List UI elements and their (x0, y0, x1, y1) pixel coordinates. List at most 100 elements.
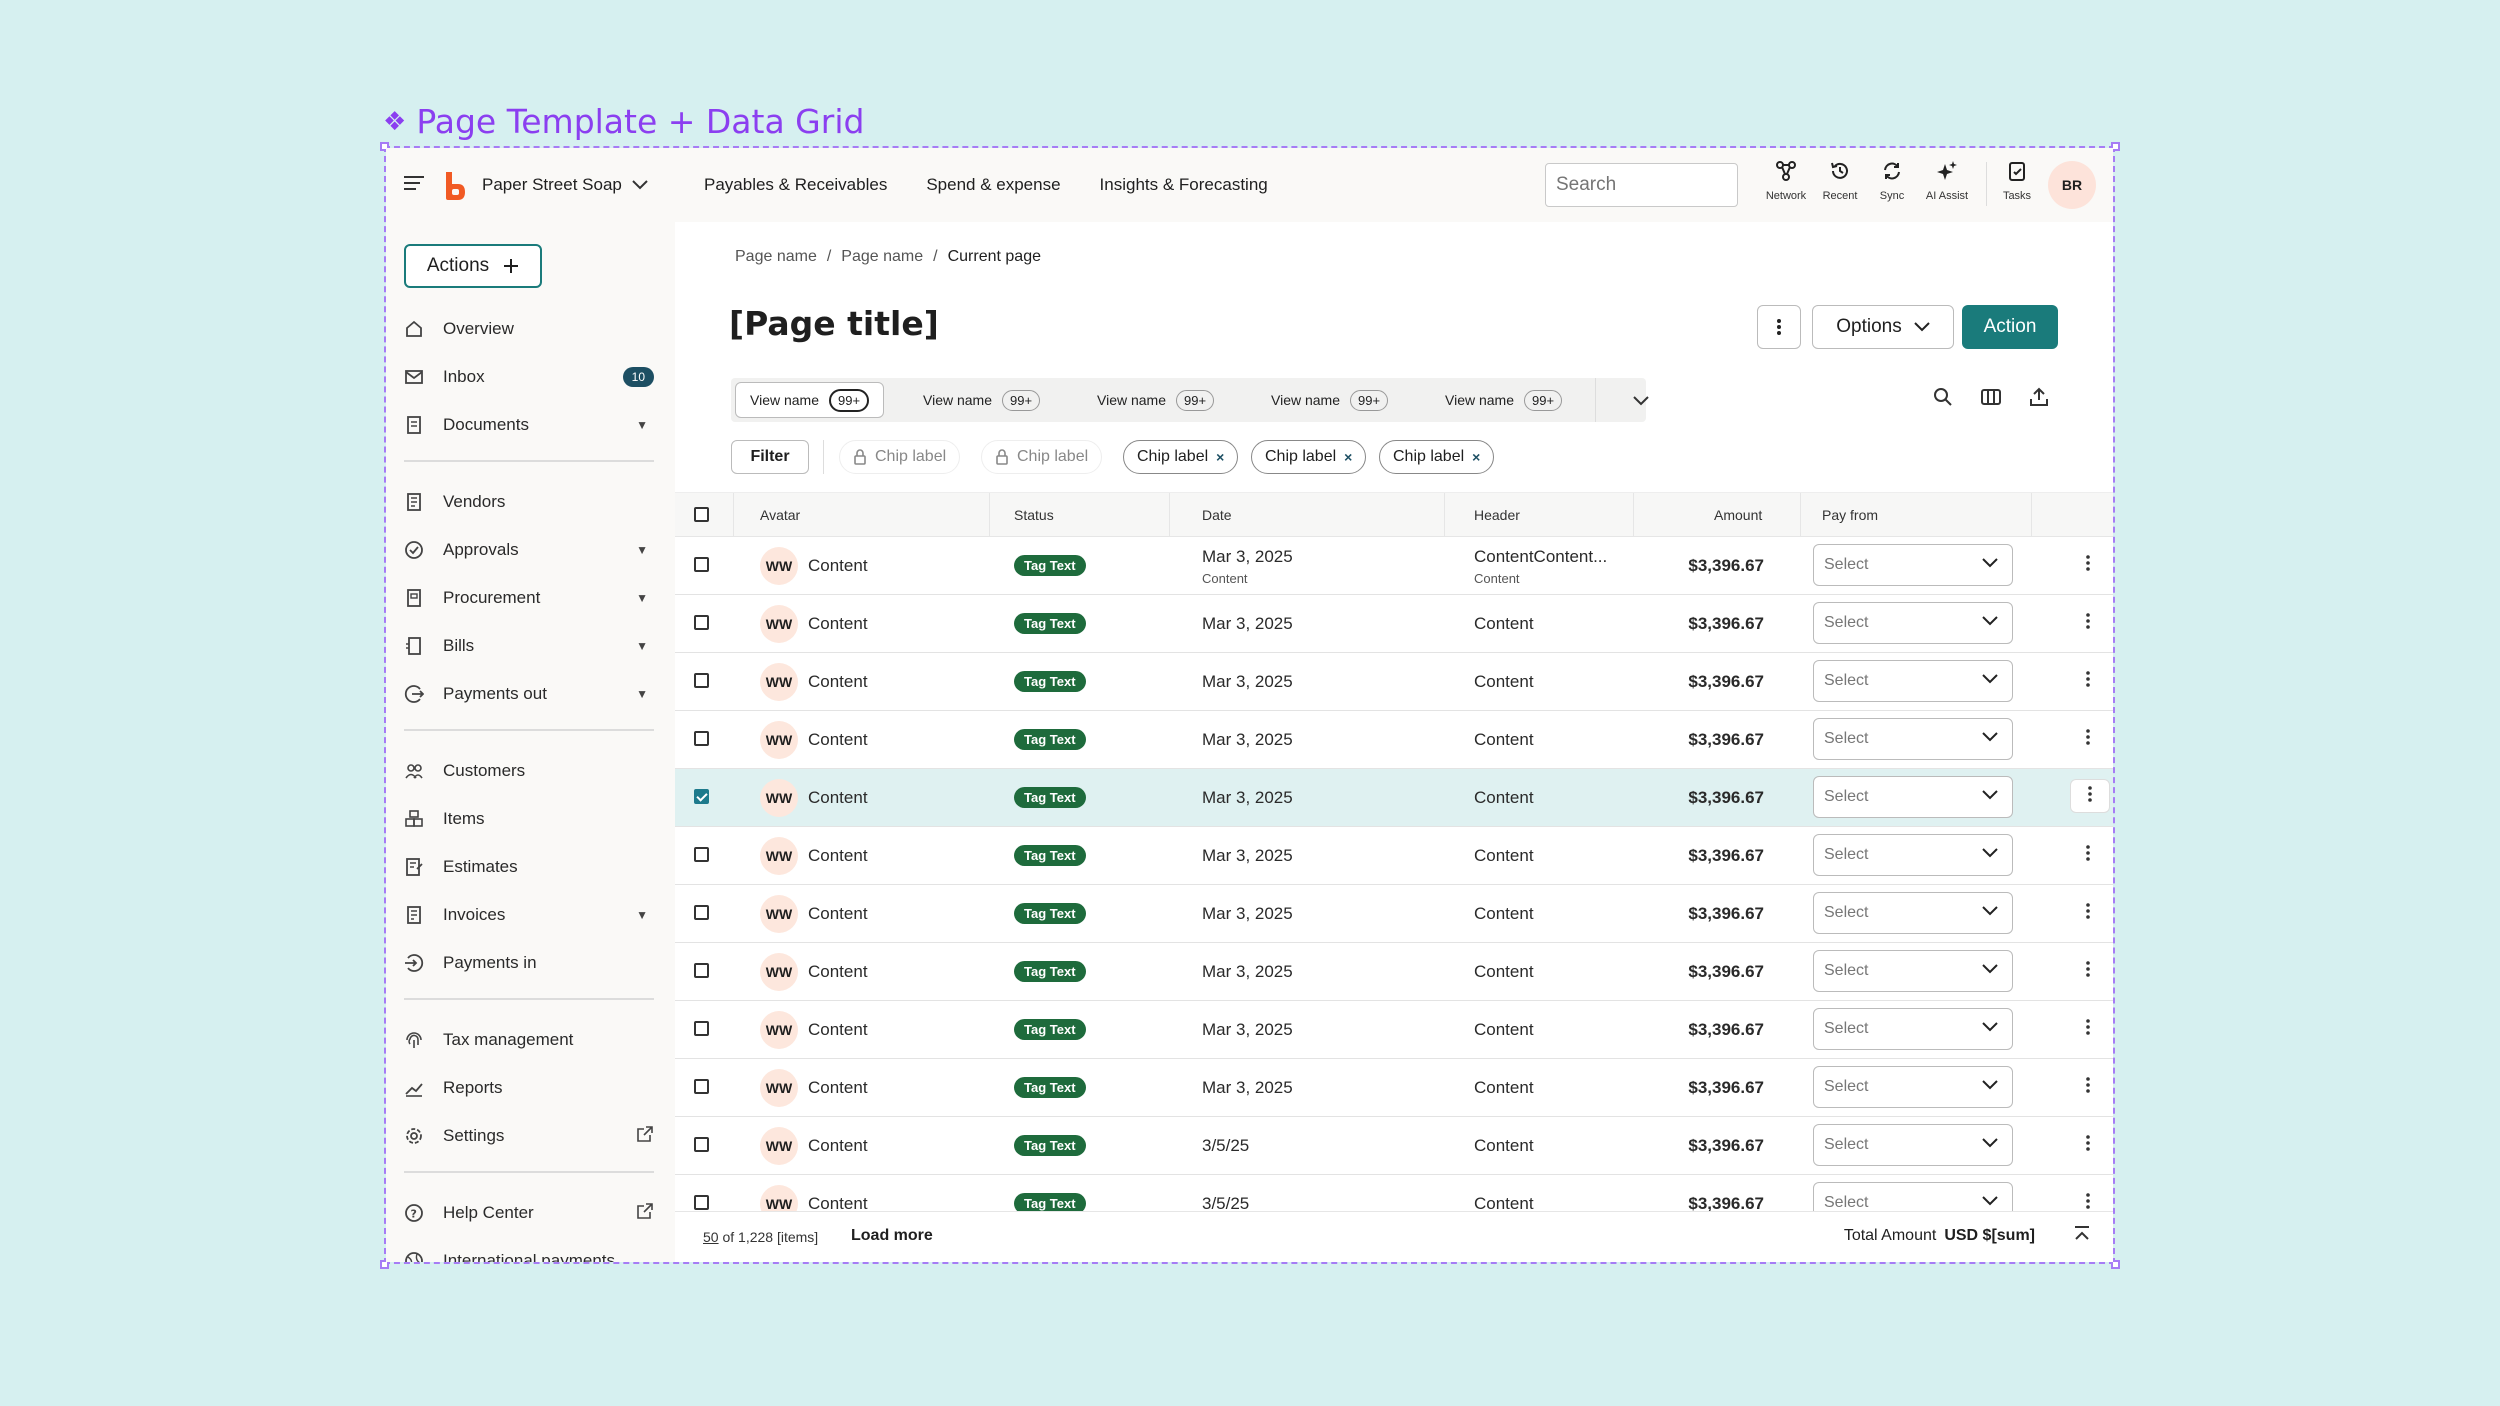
pay-from-select[interactable]: Select (1813, 776, 2013, 818)
ai-assist-tool[interactable]: AI Assist (1917, 160, 1977, 202)
sidebar-item-reports[interactable]: Reports (404, 1073, 654, 1103)
sidebar-item-inbox[interactable]: Inbox 10 (404, 362, 654, 392)
pay-from-select[interactable]: Select (1813, 602, 2013, 644)
filter-chip[interactable]: Chip label × (1379, 440, 1495, 474)
sidebar-item-payments-out[interactable]: Payments out ▼ (404, 679, 654, 709)
column-header-date[interactable]: Date (1202, 507, 1232, 523)
sidebar-item-international-payments[interactable]: International payments (404, 1246, 654, 1262)
row-checkbox[interactable] (694, 1079, 709, 1094)
row-more-button[interactable] (2086, 613, 2090, 634)
column-header-header[interactable]: Header (1474, 507, 1520, 523)
row-checkbox[interactable] (694, 731, 709, 746)
more-options-button[interactable] (1757, 305, 1801, 349)
sync-tool[interactable]: Sync (1862, 160, 1922, 202)
table-row[interactable]: WW Content Tag Text 3/5/25 Content $3,396.67 S… (675, 1175, 2113, 1211)
nav-link-insights[interactable]: Insights & Forecasting (1099, 175, 1268, 194)
sidebar-item-help-center[interactable]: ? Help Center (404, 1198, 654, 1228)
row-more-button[interactable] (2086, 961, 2090, 982)
pay-from-select[interactable]: Select (1813, 950, 2013, 992)
sidebar-item-settings[interactable]: Settings (404, 1121, 654, 1151)
filter-chip[interactable]: Chip label × (1251, 440, 1367, 474)
table-row[interactable]: WW Content Tag Text 3/5/25 Content $3,396.67 S… (675, 1117, 2113, 1175)
filter-button[interactable]: Filter (731, 440, 809, 474)
user-avatar[interactable]: BR (2048, 161, 2096, 209)
table-row[interactable]: WW Content Tag Text Mar 3, 2025 Content $3,39… (675, 943, 2113, 1001)
recent-tool[interactable]: Recent (1810, 160, 1870, 202)
breadcrumb-link[interactable]: Page name (841, 248, 924, 265)
table-row[interactable]: WW Content Tag Text Mar 3, 2025 Content $3,39… (675, 1001, 2113, 1059)
row-more-button[interactable] (2086, 1135, 2090, 1156)
column-header-pay-from[interactable]: Pay from (1822, 507, 1879, 523)
row-checkbox[interactable] (694, 905, 709, 920)
row-more-button[interactable] (2070, 779, 2110, 813)
search-icon[interactable] (1932, 386, 1954, 408)
row-more-button[interactable] (2086, 903, 2090, 924)
pay-from-select[interactable]: Select (1813, 834, 2013, 876)
row-more-button[interactable] (2086, 729, 2090, 750)
table-row[interactable]: WW Content Tag Text Mar 3, 2025 Content $3,39… (675, 827, 2113, 885)
pay-from-select[interactable]: Select (1813, 1124, 2013, 1166)
sidebar-item-payments-in[interactable]: Payments in (404, 948, 654, 978)
row-more-button[interactable] (2086, 845, 2090, 866)
close-icon[interactable]: × (1216, 449, 1225, 465)
company-switcher[interactable]: Paper Street Soap (482, 175, 648, 195)
view-tab[interactable]: View name 99+ (1257, 382, 1402, 418)
row-checkbox[interactable] (694, 1195, 709, 1210)
table-row[interactable]: WW Content Tag Text Mar 3, 2025 Content $3,39… (675, 1059, 2113, 1117)
pay-from-select[interactable]: Select (1813, 660, 2013, 702)
table-row[interactable]: WW Content Tag Text Mar 3, 2025 Content $3,39… (675, 769, 2113, 827)
pay-from-select[interactable]: Select (1813, 892, 2013, 934)
chevron-down-icon[interactable] (1631, 390, 1651, 410)
pay-from-select[interactable]: Select (1813, 718, 2013, 760)
row-checkbox[interactable] (694, 673, 709, 688)
row-checkbox[interactable] (694, 1137, 709, 1152)
column-header-status[interactable]: Status (1014, 507, 1054, 523)
sidebar-item-customers[interactable]: Customers (404, 756, 654, 786)
pay-from-select[interactable]: Select (1813, 1182, 2013, 1211)
hamburger-menu-icon[interactable] (404, 176, 424, 190)
view-tab[interactable]: View name 99+ (1083, 382, 1228, 418)
sidebar-item-overview[interactable]: Overview (404, 314, 654, 344)
view-tab[interactable]: View name 99+ (735, 382, 885, 418)
row-checkbox[interactable] (694, 847, 709, 862)
table-row[interactable]: WW Content Tag Text Mar 3, 2025 Content $3,39… (675, 595, 2113, 653)
row-more-button[interactable] (2086, 555, 2090, 576)
column-header-amount[interactable]: Amount (1714, 507, 1763, 523)
load-more-button[interactable]: Load more (851, 1227, 933, 1244)
close-icon[interactable]: × (1472, 449, 1481, 465)
row-checkbox[interactable] (694, 615, 709, 630)
table-row[interactable]: WW Content Tag Text Mar 3, 2025 Content $3,39… (675, 653, 2113, 711)
column-header-avatar[interactable]: Avatar (760, 507, 801, 523)
table-row[interactable]: WW Content Tag Text Mar 3, 2025 Content $3,39… (675, 885, 2113, 943)
sidebar-item-bills[interactable]: Bills ▼ (404, 631, 654, 661)
filter-chip[interactable]: Chip label × (1123, 440, 1239, 474)
sidebar-item-items[interactable]: Items (404, 804, 654, 834)
network-tool[interactable]: Network (1756, 160, 1816, 202)
sidebar-item-invoices[interactable]: Invoices ▼ (404, 900, 654, 930)
nav-link-spend[interactable]: Spend & expense (926, 175, 1061, 194)
pay-from-select[interactable]: Select (1813, 544, 2013, 586)
row-more-button[interactable] (2086, 671, 2090, 692)
brand-logo[interactable] (443, 170, 467, 202)
sidebar-item-vendors[interactable]: Vendors (404, 487, 654, 517)
view-tab[interactable]: View name 99+ (1431, 382, 1576, 418)
search-input[interactable] (1545, 163, 1738, 207)
row-checkbox[interactable] (694, 789, 709, 804)
options-button[interactable]: Options (1812, 305, 1954, 349)
tasks-tool[interactable]: Tasks (1987, 160, 2047, 202)
row-more-button[interactable] (2086, 1077, 2090, 1098)
row-more-button[interactable] (2086, 1019, 2090, 1040)
actions-button[interactable]: Actions (404, 244, 542, 288)
pay-from-select[interactable]: Select (1813, 1008, 2013, 1050)
shown-count[interactable]: 50 (703, 1229, 719, 1245)
action-button[interactable]: Action (1962, 305, 2058, 349)
columns-icon[interactable] (1980, 386, 2002, 408)
export-icon[interactable] (2028, 386, 2050, 408)
close-icon[interactable]: × (1344, 449, 1353, 465)
row-checkbox[interactable] (694, 1021, 709, 1036)
sidebar-item-approvals[interactable]: Approvals ▼ (404, 535, 654, 565)
table-row[interactable]: WW Content Tag Text Mar 3, 2025 Content Conte… (675, 537, 2113, 595)
sidebar-item-procurement[interactable]: Procurement ▼ (404, 583, 654, 613)
row-checkbox[interactable] (694, 557, 709, 572)
pay-from-select[interactable]: Select (1813, 1066, 2013, 1108)
